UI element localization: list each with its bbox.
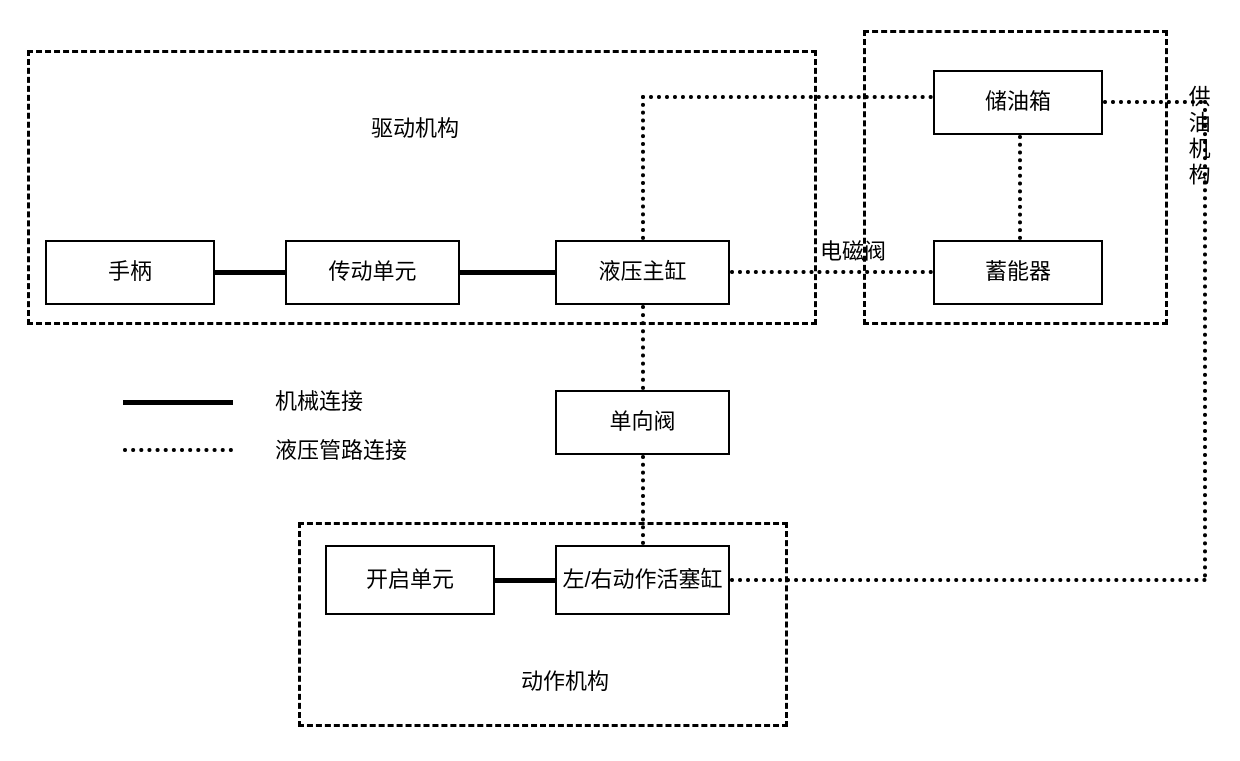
master-cylinder-node: 液压主缸 [555, 240, 730, 305]
edge-tank-piston-h2 [730, 578, 1207, 582]
legend-dotted-label: 液压管路连接 [275, 437, 407, 466]
edge-open-piston [495, 578, 555, 583]
edge-tank-piston-v [1203, 100, 1207, 578]
transmission-node: 传动单元 [285, 240, 460, 305]
legend-solid-line [123, 400, 233, 405]
solenoid-label: 电磁阀 [820, 238, 886, 267]
open-unit-node: 开启单元 [325, 545, 495, 615]
check-valve-label: 单向阀 [609, 408, 675, 437]
edge-master-tank-v [641, 95, 645, 240]
edge-master-checkvalve [641, 305, 645, 390]
edge-tank-accumulator [1018, 135, 1022, 240]
edge-handle-transmission [215, 270, 285, 275]
drive-group-label: 驱动机构 [340, 115, 490, 144]
transmission-label: 传动单元 [328, 258, 416, 287]
legend-solid-label: 机械连接 [275, 388, 363, 417]
oil-tank-label: 储油箱 [985, 88, 1051, 117]
accumulator-label: 蓄能器 [985, 258, 1051, 287]
master-cylinder-label: 液压主缸 [598, 258, 686, 287]
handle-label: 手柄 [108, 258, 152, 287]
edge-checkvalve-piston [641, 455, 645, 545]
open-unit-label: 开启单元 [366, 566, 454, 595]
oil-tank-node: 储油箱 [933, 70, 1103, 135]
edge-tank-piston-h1 [1103, 100, 1203, 104]
check-valve-node: 单向阀 [555, 390, 730, 455]
legend-dotted-line [123, 448, 233, 452]
piston-cylinder-node: 左/右动作活塞缸 [555, 545, 730, 615]
edge-master-accumulator [730, 270, 933, 274]
piston-cylinder-label: 左/右动作活塞缸 [562, 566, 722, 595]
action-group-label: 动作机构 [490, 668, 640, 697]
edge-master-tank-h [641, 95, 933, 99]
accumulator-node: 蓄能器 [933, 240, 1103, 305]
handle-node: 手柄 [45, 240, 215, 305]
edge-transmission-master [460, 270, 555, 275]
